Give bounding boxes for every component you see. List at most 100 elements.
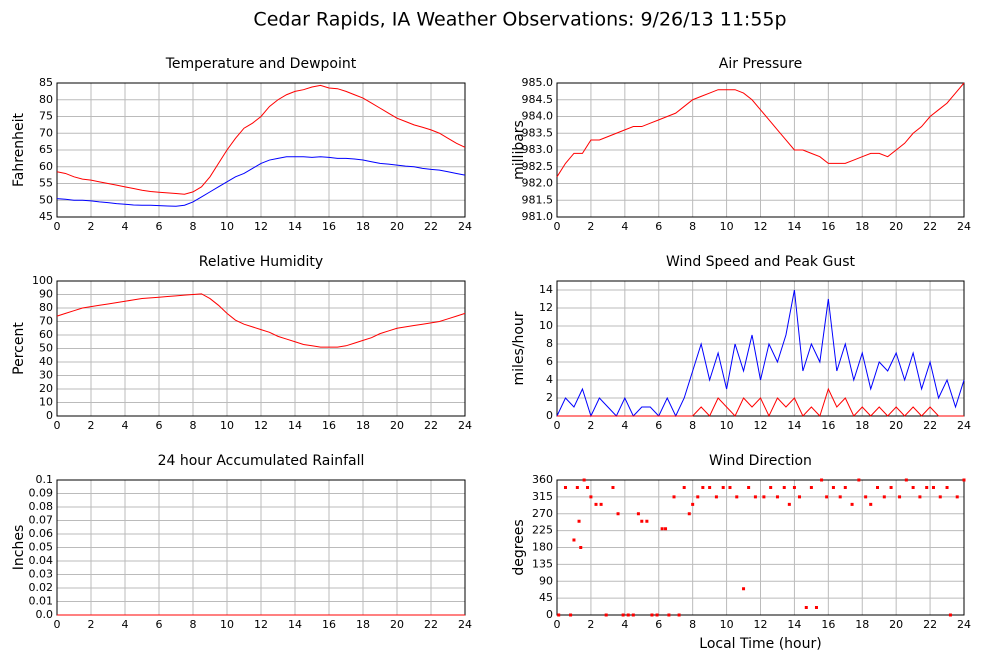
x-tick-label: 12 <box>254 220 268 233</box>
x-tick-label: 10 <box>220 618 234 631</box>
y-tick-label: 70 <box>39 126 53 139</box>
y-tick-label: 0.02 <box>29 581 54 594</box>
x-tick-label: 6 <box>655 220 662 233</box>
x-tick-label: 24 <box>458 618 472 631</box>
data-point <box>579 546 583 549</box>
plot-title: Relative Humidity <box>199 254 323 270</box>
data-point <box>696 495 700 499</box>
y-tick-label: 6 <box>546 355 553 368</box>
data-point <box>611 486 615 489</box>
data-point <box>918 495 922 499</box>
y-tick-label: 20 <box>39 382 53 395</box>
x-tick-label: 16 <box>322 220 336 233</box>
y-axis-label: Inches <box>11 525 27 570</box>
data-point <box>925 486 929 489</box>
data-point <box>577 519 581 523</box>
x-tick-label: 0 <box>54 220 61 233</box>
data-point <box>594 502 598 506</box>
plot-title: Air Pressure <box>719 56 802 72</box>
x-tick-label: 4 <box>122 220 129 233</box>
x-tick-label: 12 <box>754 419 768 432</box>
data-point <box>792 486 796 489</box>
x-tick-label: 12 <box>254 618 268 631</box>
x-tick-label: 6 <box>156 618 163 631</box>
x-tick-label: 14 <box>787 419 801 432</box>
y-tick-label: 0 <box>546 608 553 621</box>
y-tick-label: 315 <box>532 490 553 503</box>
y-tick-label: 90 <box>539 574 553 587</box>
y-tick-label: 0.07 <box>29 514 54 527</box>
x-tick-label: 14 <box>787 618 801 631</box>
data-point <box>904 478 908 482</box>
data-point <box>582 478 586 482</box>
y-tick-label: 0.1 <box>36 473 54 486</box>
x-tick-label: 20 <box>889 419 903 432</box>
x-tick-label: 16 <box>821 419 835 432</box>
data-point <box>569 613 573 617</box>
x-tick-label: 22 <box>424 419 438 432</box>
y-tick-label: 75 <box>39 110 53 123</box>
data-point <box>677 613 681 617</box>
data-point <box>869 502 873 506</box>
plot-frame <box>56 82 466 218</box>
data-line <box>56 156 466 207</box>
x-tick-label: 2 <box>88 618 95 631</box>
data-point <box>798 495 802 499</box>
data-point <box>882 495 886 499</box>
y-tick-label: 90 <box>39 288 53 301</box>
data-point <box>762 495 766 499</box>
x-tick-label: 24 <box>957 618 971 631</box>
y-tick-label: 135 <box>532 557 553 570</box>
data-point <box>660 527 664 531</box>
x-tick-label: 4 <box>621 419 628 432</box>
data-point <box>948 613 952 617</box>
y-tick-label: 50 <box>39 193 53 206</box>
x-tick-label: 16 <box>821 618 835 631</box>
x-tick-label: 18 <box>356 618 370 631</box>
x-tick-label: 6 <box>655 618 662 631</box>
data-point <box>714 495 718 499</box>
x-tick-label: 8 <box>190 419 197 432</box>
data-point <box>838 495 842 499</box>
x-tick-label: 8 <box>689 419 696 432</box>
y-tick-label: 4 <box>546 373 553 386</box>
x-tick-label: 4 <box>621 618 628 631</box>
x-tick-label: 16 <box>322 618 336 631</box>
x-tick-label: 16 <box>322 419 336 432</box>
data-point <box>621 613 625 617</box>
y-tick-label: 80 <box>39 93 53 106</box>
y-tick-label: 180 <box>532 541 553 554</box>
x-tick-label: 2 <box>88 419 95 432</box>
data-point <box>586 486 590 489</box>
y-tick-label: 0 <box>46 409 53 422</box>
data-point <box>616 512 620 516</box>
y-tick-label: 360 <box>532 473 553 486</box>
y-tick-label: 0.03 <box>29 568 54 581</box>
x-tick-label: 0 <box>54 618 61 631</box>
x-tick-label: 24 <box>458 419 472 432</box>
y-tick-label: 0.06 <box>29 527 54 540</box>
y-tick-label: 270 <box>532 507 553 520</box>
data-point <box>931 486 935 489</box>
data-point <box>655 613 659 617</box>
y-tick-label: 10 <box>39 396 53 409</box>
x-tick-label: 22 <box>424 220 438 233</box>
data-point <box>691 502 695 506</box>
data-point <box>667 613 671 617</box>
x-tick-label: 24 <box>957 419 971 432</box>
data-line <box>556 289 965 418</box>
x-tick-label: 2 <box>88 220 95 233</box>
plot-frame <box>556 280 965 417</box>
x-tick-label: 0 <box>554 419 561 432</box>
data-line <box>557 387 964 418</box>
data-point <box>672 495 676 499</box>
data-point <box>782 486 786 489</box>
y-tick-label: 50 <box>39 342 53 355</box>
y-tick-label: 30 <box>39 369 53 382</box>
y-tick-label: 0 <box>546 409 553 422</box>
plot-frame <box>56 280 466 417</box>
x-axis-label: Local Time (hour) <box>699 636 821 652</box>
data-point <box>898 495 902 499</box>
y-tick-label: 0.08 <box>29 500 54 513</box>
